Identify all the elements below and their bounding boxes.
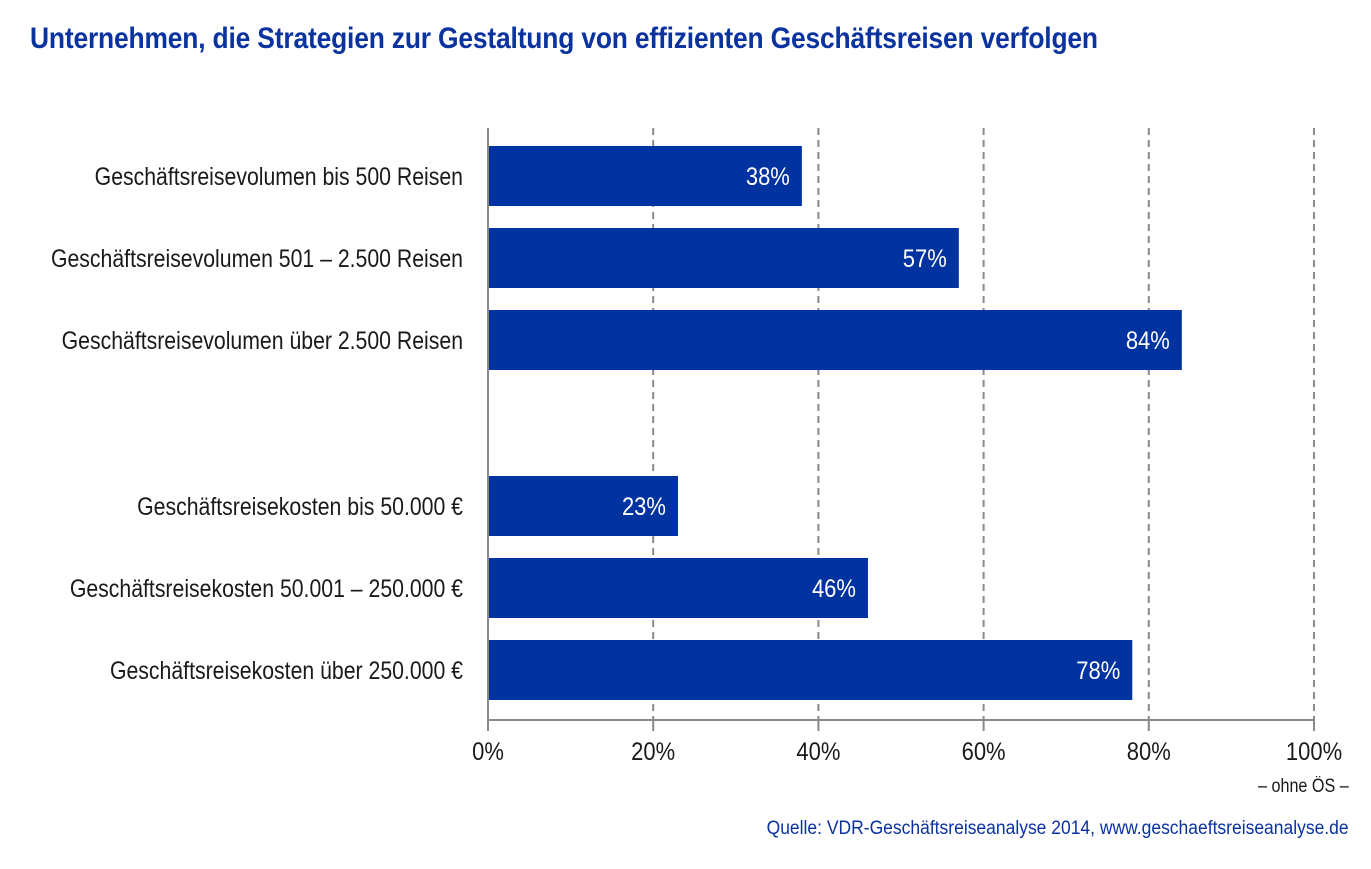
- category-labels: Geschäftsreisevolumen bis 500 Reisen Gesc…: [51, 162, 463, 684]
- bar-1-2: [488, 640, 1133, 700]
- grid-lines: [652, 128, 1315, 720]
- bar-value-label-0-2: 84%: [1126, 327, 1170, 355]
- category-label-1-2: Geschäftsreisekosten über 250.000 €: [110, 656, 463, 684]
- category-label-0-1: Geschäftsreisevolumen 501 – 2.500 Reisen: [51, 244, 463, 272]
- x-tick-label-60: 60%: [962, 738, 1006, 766]
- x-tick-label-40: 40%: [796, 738, 840, 766]
- category-label-1-0: Geschäftsreisekosten bis 50.000 €: [137, 492, 463, 520]
- x-tick-labels: 0% 20% 40% 60% 80% 100%: [472, 738, 1342, 766]
- axes: [487, 128, 1315, 731]
- footnote: – ohne ÖS –: [1258, 776, 1349, 797]
- chart-title: Unternehmen, die Strategien zur Gestaltu…: [30, 22, 1098, 55]
- x-tick-label-20: 20%: [631, 738, 675, 766]
- category-label-0-2: Geschäftsreisevolumen über 2.500 Reisen: [62, 326, 463, 354]
- bar-1-1: [488, 558, 868, 618]
- category-label-1-1: Geschäftsreisekosten 50.001 – 250.000 €: [70, 574, 463, 602]
- bar-0-1: [488, 228, 959, 288]
- bars: 38% 57% 84% 23% 46% 78%: [488, 146, 1182, 700]
- source-note: Quelle: VDR-Geschäftsreiseanalyse 2014, …: [766, 818, 1349, 839]
- x-tick-label-100: 100%: [1286, 738, 1342, 766]
- bar-value-label-1-1: 46%: [812, 575, 856, 603]
- bar-value-label-0-1: 57%: [903, 245, 947, 273]
- x-tick-label-80: 80%: [1127, 738, 1171, 766]
- bar-value-label-1-0: 23%: [622, 493, 666, 521]
- bar-1-0: [488, 476, 678, 536]
- x-tick-label-0: 0%: [472, 738, 504, 766]
- bar-value-label-0-0: 38%: [746, 163, 790, 191]
- category-label-0-0: Geschäftsreisevolumen bis 500 Reisen: [95, 162, 463, 190]
- bar-0-0: [488, 146, 802, 206]
- bar-0-2: [488, 310, 1182, 370]
- bar-value-label-1-2: 78%: [1076, 657, 1120, 685]
